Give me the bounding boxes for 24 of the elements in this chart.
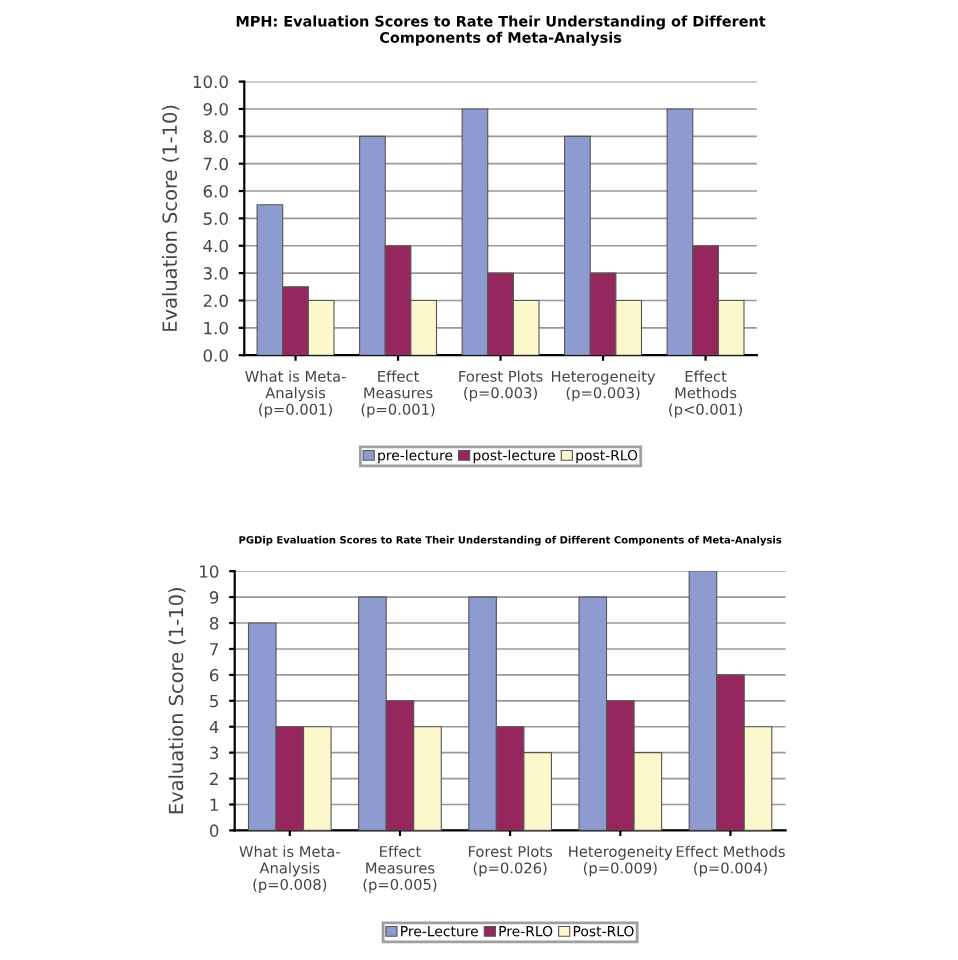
y-tick-label: 5	[210, 694, 218, 708]
y-axis-title: Evaluation Score (1-10)	[168, 588, 186, 814]
y-tick-label: 2.0	[203, 294, 228, 308]
y-tick-label: 10	[200, 565, 219, 578]
y-tick-label: 1	[210, 798, 218, 811]
y-tick-label: 9.0	[203, 102, 228, 116]
y-tick-label: 8	[209, 617, 219, 630]
y-tick-label: 0.0	[203, 349, 228, 362]
y-tick-label: 10.0	[193, 75, 228, 89]
y-tick-label: 5.0	[203, 212, 228, 225]
y-tick-label: 1.0	[204, 321, 228, 335]
y-tick-label: 4.0	[203, 239, 228, 253]
y-tick-label: 9	[209, 591, 219, 604]
y-tick-label: 3	[210, 746, 219, 760]
y-tick-label: 7	[210, 643, 219, 656]
y-tick-label: 6	[209, 668, 219, 682]
y-tick-label: 3.0	[203, 267, 228, 280]
y-tick-label: 8.0	[203, 130, 228, 143]
y-tick-label: 6.0	[203, 185, 228, 198]
y-axis-title: Evaluation Score (1-10)	[161, 105, 180, 331]
y-tick-label: 7.0	[203, 157, 228, 171]
y-tick-label: 2	[210, 772, 218, 785]
y-tick-label: 0	[209, 824, 219, 837]
y-tick-label: 4	[209, 720, 219, 734]
